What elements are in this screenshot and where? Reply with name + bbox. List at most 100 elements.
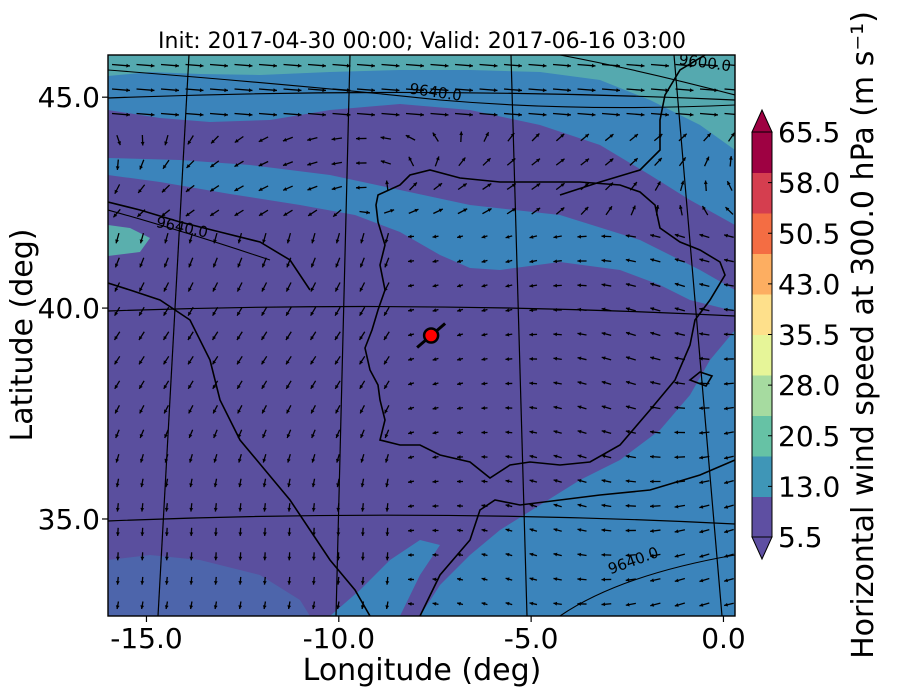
wind-arrow-head (297, 88, 302, 93)
wind-arrow-head (140, 141, 145, 146)
lon-tick-label: -5.0 (504, 622, 559, 655)
wind-arrow-head (311, 605, 316, 609)
wind-arrow-head (287, 483, 291, 488)
wind-arrow-head (366, 210, 370, 215)
wind-arrow-head (117, 141, 121, 146)
wind-arrow-head (725, 207, 730, 211)
wind-arrow-head (335, 311, 339, 316)
wind-arrow-head (384, 384, 388, 389)
wind-arrow-head (714, 63, 718, 68)
wind-arrow-head (518, 63, 522, 68)
wind-arrow-head (518, 88, 522, 93)
wind-arrow-head (481, 479, 486, 484)
wind-arrow-head (481, 234, 486, 239)
wind-arrow-head (115, 483, 120, 488)
wind-arrow-head (535, 133, 540, 138)
wind-arrow-head (505, 259, 510, 264)
wind-arrow-head (311, 580, 316, 585)
wind-arrow-head (481, 577, 486, 582)
wind-arrow-head (435, 156, 440, 161)
wind-arrow-head (322, 63, 326, 68)
wind-arrow-head (286, 287, 290, 292)
wind-arrow-head (625, 258, 630, 263)
wind-arrow-head (459, 131, 464, 136)
wind-arrow-head (444, 112, 449, 117)
wind-arrow-head (432, 406, 437, 410)
wind-arrow-head (188, 311, 192, 316)
colorbar-tick-label: 13.0 (778, 470, 840, 503)
africa-coastline (419, 459, 735, 616)
wind-arrow-head (542, 63, 547, 68)
wind-arrow-head (560, 158, 565, 163)
wind-arrow-head (485, 132, 489, 137)
wind-arrow-head (390, 209, 395, 213)
wind-arrow-head (481, 553, 486, 557)
wind-arrow-head (213, 239, 217, 244)
wind-arrow-head (234, 163, 239, 167)
wind-arrow-head (469, 63, 473, 68)
wind-arrow-head (335, 384, 339, 389)
wind-arrow-head (308, 212, 313, 216)
wind-arrow-head (674, 455, 679, 460)
wind-arrow-head (681, 157, 686, 162)
wind-arrow-head (126, 88, 130, 93)
wind-arrow-head (640, 112, 645, 117)
wind-arrow-head (665, 112, 669, 117)
wind-arrow-head (616, 88, 620, 93)
wind-arrow-head (577, 429, 582, 434)
wind-arrow-head (139, 434, 144, 439)
wind-arrow-head (625, 234, 630, 238)
wind-arrow-head (126, 63, 130, 68)
wind-arrow-head (674, 233, 679, 238)
wind-arrow-head (553, 454, 558, 459)
wind-arrow-head (457, 234, 461, 239)
wind-arrow-head (553, 552, 558, 557)
wind-arrow-head (175, 88, 179, 93)
wind-arrow-head (311, 458, 316, 463)
wind-arrow-head (359, 311, 364, 316)
wind-arrow-head (724, 233, 729, 238)
wind-arrow-head (336, 483, 340, 488)
wind-arrow-head (728, 156, 733, 160)
colorbar-swatch (752, 334, 772, 376)
wind-arrow-head (360, 483, 365, 488)
wind-arrow-head (408, 357, 413, 361)
wind-arrow-head (560, 133, 565, 138)
figure-title: Init: 2017-04-30 00:00; Valid: 2017-06-1… (158, 29, 686, 54)
wind-arrow-head (335, 434, 340, 439)
wind-band-west (108, 158, 735, 310)
wind-arrow-head (164, 483, 169, 488)
wind-arrow-head (187, 335, 192, 340)
wind-arrow-head (384, 239, 389, 244)
wind-arrow-head (311, 409, 315, 414)
wind-arrow-head (224, 112, 228, 117)
wind-arrow-head (297, 63, 302, 68)
wind-arrow-head (699, 258, 704, 262)
wind-arrow-head (420, 63, 424, 68)
wind-arrow-head (164, 580, 169, 585)
wind-arrow-head (163, 263, 168, 268)
wind-arrow-head (115, 605, 120, 609)
wind-arrow-head (139, 165, 144, 170)
wind-arrow-head (115, 166, 120, 170)
colorbar-tick-label: 35.5 (778, 319, 840, 352)
wind-arrow-head (336, 556, 341, 561)
wind-arrow-head (529, 552, 534, 557)
wind-arrow-head (650, 258, 655, 262)
colorbar-tick-label: 58.0 (778, 167, 840, 200)
wind-arrow-head (601, 234, 606, 239)
wind-arrow-head (585, 158, 589, 163)
wind-arrow-head (175, 63, 179, 68)
wind-arrow-head (601, 454, 606, 459)
wind-arrow-head (674, 529, 679, 534)
wind-arrow-head (529, 308, 534, 313)
wind-arrow-head (625, 602, 630, 607)
wind-arrow-head (258, 138, 263, 142)
wind-arrow-head (237, 263, 242, 268)
wind-arrow-head (283, 187, 288, 191)
wind-arrow-head (414, 208, 419, 213)
wind-arrow-head (699, 233, 704, 238)
wind-arrow-head (650, 307, 655, 311)
wind-arrow-head (724, 283, 728, 287)
wind-arrow-head (584, 182, 589, 187)
